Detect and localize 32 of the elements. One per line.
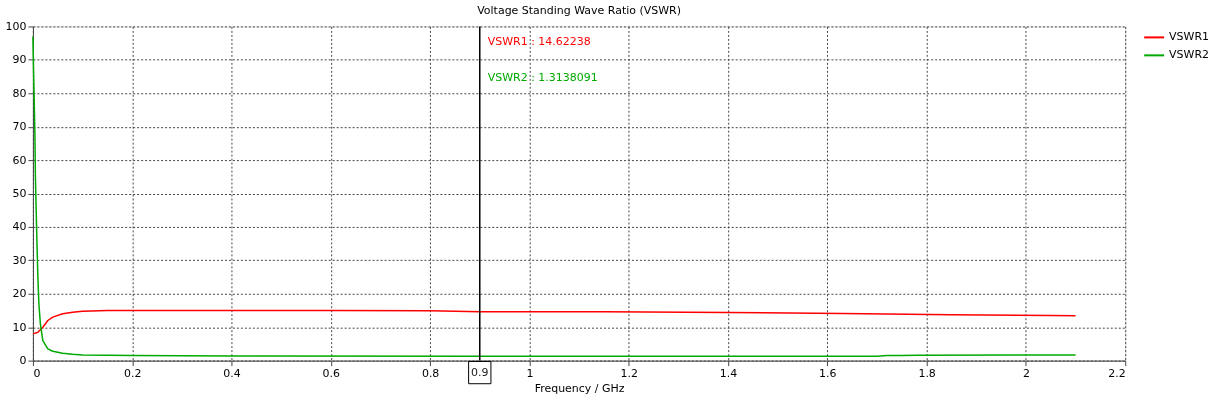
y-tick-label: 70 bbox=[12, 120, 27, 134]
x-tick-label: 0.8 bbox=[421, 367, 440, 381]
y-tick-label: 0 bbox=[19, 354, 27, 368]
x-tick-label: 1.2 bbox=[620, 367, 638, 381]
annotation: VSWR1 : 14.62238 bbox=[487, 35, 591, 49]
y-tick-label: 50 bbox=[12, 187, 27, 201]
x-tick-label: 1.6 bbox=[819, 367, 837, 381]
x-tick-label: 2.2 bbox=[1108, 367, 1126, 381]
x-tick-label: 0.6 bbox=[322, 367, 341, 381]
chart-title: Voltage Standing Wave Ratio (VSWR) bbox=[477, 4, 681, 18]
x-tick-label: 0.4 bbox=[223, 367, 241, 381]
legend-label: VSWR1 bbox=[1169, 30, 1210, 44]
y-tick-label: 100 bbox=[5, 19, 27, 33]
x-tick-label: 0.2 bbox=[123, 367, 142, 381]
y-tick-label: 80 bbox=[12, 86, 27, 100]
line-series bbox=[32, 35, 1077, 358]
y-tick-label: 90 bbox=[12, 53, 27, 67]
ref-line-label: 0.9 bbox=[471, 365, 489, 379]
x-tick-label: 1.8 bbox=[918, 367, 936, 381]
legend-label: VSWR2 bbox=[1169, 48, 1210, 62]
annotation: VSWR2 : 1.3138091 bbox=[487, 71, 598, 85]
x-axis-title: Frequency / GHz bbox=[534, 382, 625, 396]
x-tick-label: 1 bbox=[526, 367, 534, 381]
y-tick-label: 30 bbox=[12, 253, 27, 267]
y-tick-label: 10 bbox=[12, 320, 27, 334]
y-tick-label: 20 bbox=[12, 287, 27, 301]
y-tick-label: 60 bbox=[12, 153, 27, 167]
y-tick-label: 40 bbox=[12, 220, 27, 234]
x-tick-label: 0 bbox=[33, 367, 41, 381]
line-series bbox=[32, 309, 1077, 335]
x-tick-label: 1.4 bbox=[719, 367, 738, 381]
x-tick-label: 2 bbox=[1022, 367, 1030, 381]
